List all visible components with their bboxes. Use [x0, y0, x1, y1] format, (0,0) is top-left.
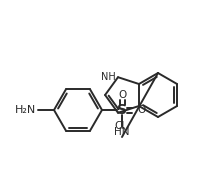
Text: H₂N: H₂N	[15, 105, 36, 115]
Text: O: O	[137, 105, 145, 115]
Text: NH: NH	[101, 72, 116, 82]
Text: O: O	[118, 90, 126, 100]
Text: S: S	[117, 103, 127, 117]
Text: HN: HN	[114, 127, 130, 137]
Text: Cl: Cl	[115, 121, 125, 131]
